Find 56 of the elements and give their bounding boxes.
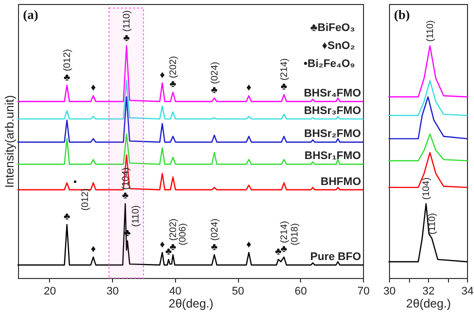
annotation: (214) (278, 58, 290, 81)
annotation: (012) (80, 188, 91, 211)
annotation: ♦ (160, 239, 165, 250)
annotation: ♣ (211, 242, 218, 253)
annotation: (214) (278, 220, 290, 244)
series-label: BHSr₃FMO (304, 104, 362, 117)
annotation: ♣ (170, 79, 177, 90)
series-label: Pure BFO (310, 250, 362, 263)
chart-title: (b) (394, 7, 410, 22)
annotation: (110) (122, 10, 133, 32)
chart-title: (a) (23, 7, 38, 22)
x-tick-label: 34 (461, 286, 474, 298)
x-axis-title: 2θ(deg.) (406, 296, 451, 310)
annotation: (110) (424, 20, 436, 42)
text: ♣BiFeO₃ (310, 22, 355, 34)
annotation: ♦ (160, 70, 165, 81)
annotation: (024) (209, 62, 220, 84)
annotation: ♦SnO₂ (322, 40, 356, 52)
annotation: ♣ (280, 244, 288, 256)
x-tick-label: 30 (383, 286, 396, 298)
annotation: ♦ (90, 82, 96, 94)
annotation: (012) (62, 49, 73, 72)
annotation: (104) (120, 168, 132, 190)
annotation: (110) (130, 205, 142, 227)
series-label: BHSr₄FMO (304, 88, 362, 100)
y-axis-title: Intensity(arb.unit) (2, 95, 16, 188)
annotation: (018) (289, 223, 300, 246)
series-label: BHSr₁FMO (304, 150, 362, 162)
x-tick-label: 60 (294, 286, 307, 298)
annotation: ♦ (246, 239, 252, 250)
annotation: ♣ (275, 246, 282, 258)
x-tick-label: 50 (232, 286, 244, 298)
annotation: ♦ (90, 244, 96, 256)
x-tick-label: 20 (44, 286, 56, 298)
annotation: ♣ (211, 85, 218, 96)
x-tick-label: 70 (357, 286, 370, 298)
annotation: ♣ (64, 72, 71, 84)
annotation: • (73, 176, 78, 188)
annotation: •Bi₂Fe₄O₉ (304, 58, 356, 70)
annotation: (110) (426, 213, 438, 235)
annotation: ♣ (123, 32, 130, 44)
annotation: ♣ (122, 190, 129, 202)
annotation: (006) (178, 223, 189, 246)
annotation: ♦ (246, 82, 252, 94)
series-label: BHFMO (320, 176, 362, 188)
series-label: BHSr₂FMO (304, 128, 362, 140)
annotation: (202) (168, 56, 179, 78)
x-tick-label: 32 (422, 286, 435, 298)
x-axis-title: 2θ(deg.) (168, 296, 214, 310)
x-tick-label: 40 (169, 286, 182, 298)
annotation: (202) (168, 218, 179, 241)
x-tick-label: 30 (106, 286, 119, 298)
annotation: ♣ (64, 212, 71, 223)
annotation: (104) (421, 178, 432, 200)
annotation: (024) (209, 218, 220, 241)
annotation: ♣ (280, 82, 288, 93)
